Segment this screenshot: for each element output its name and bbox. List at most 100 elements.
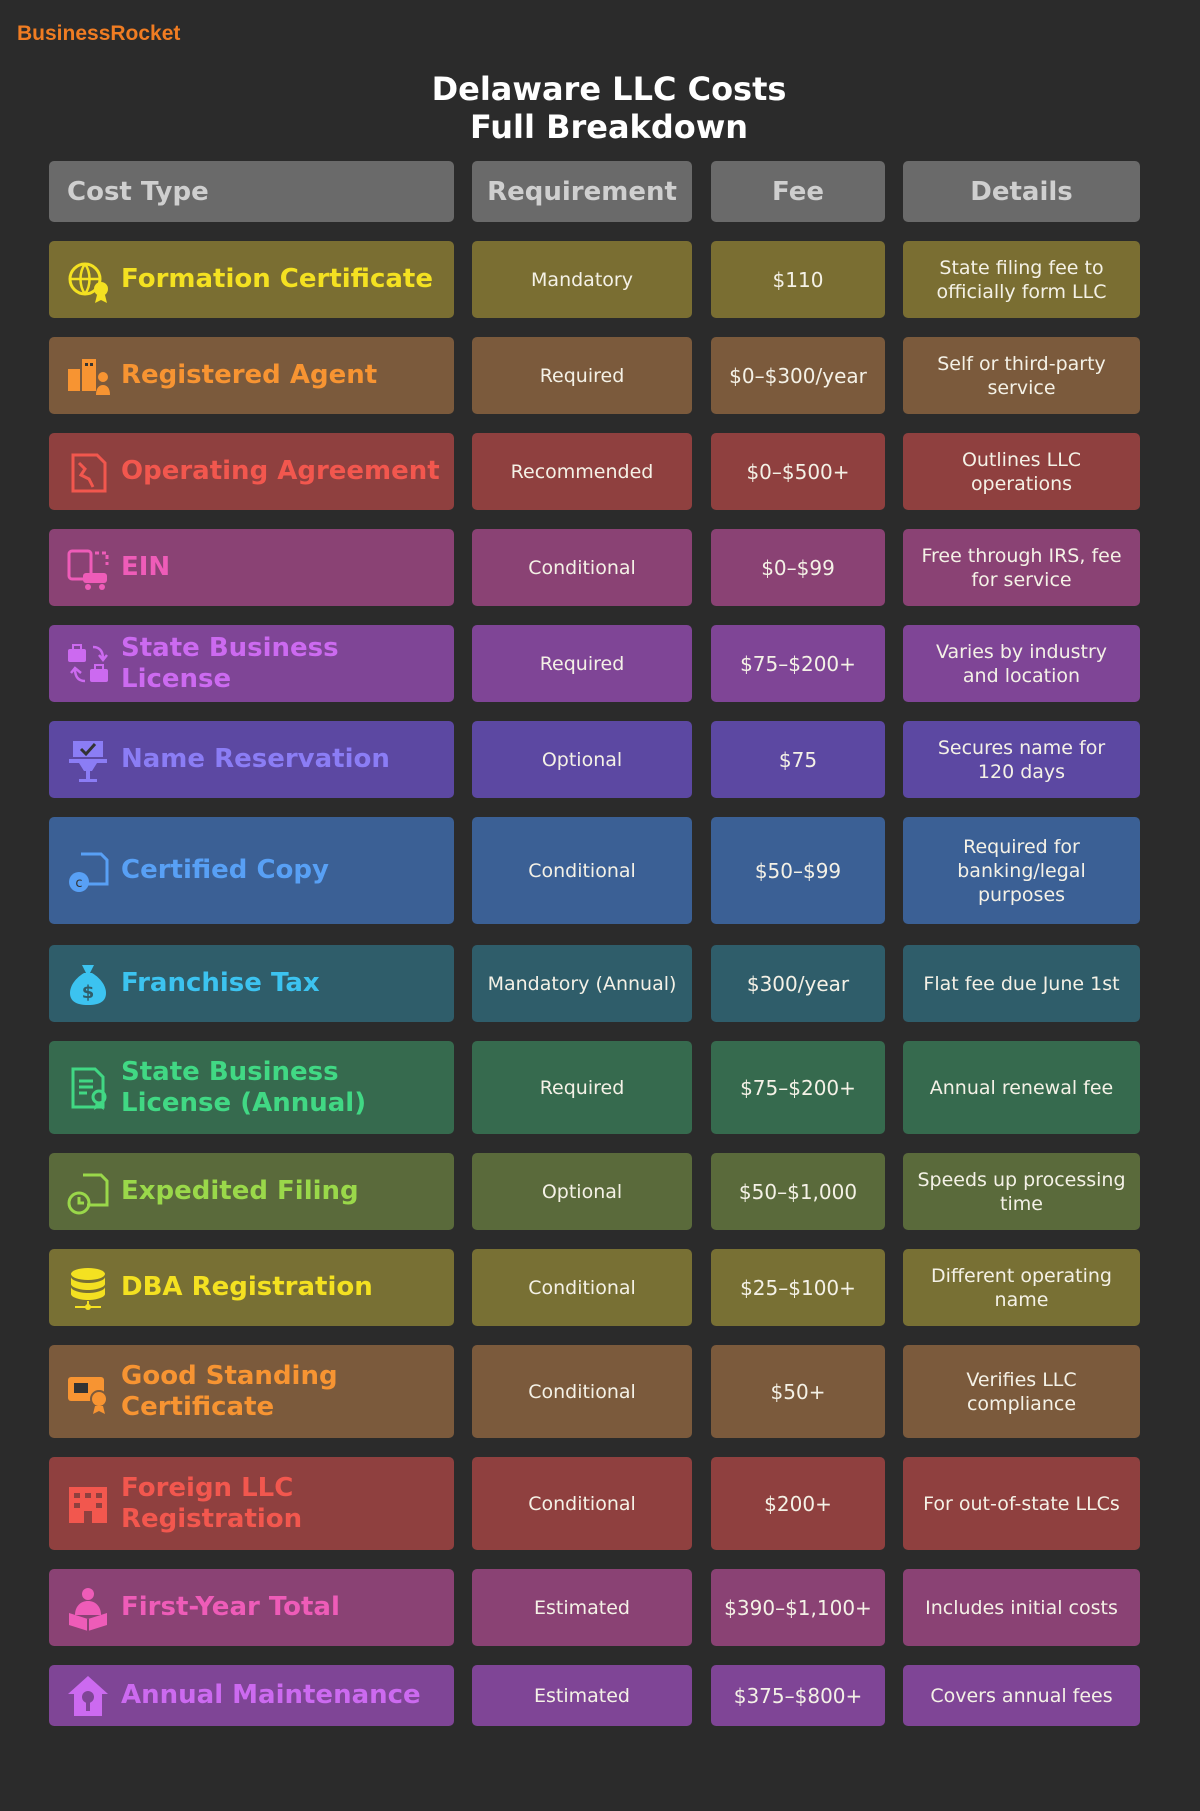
fee-cell: $390–$1,100+ — [711, 1569, 885, 1646]
fee-cell: $50+ — [711, 1345, 885, 1438]
header-requirement: Requirement — [472, 161, 692, 222]
cost-type-label: Operating Agreement — [121, 456, 440, 486]
requirement-cell: Required — [472, 1041, 692, 1134]
requirement-cell: Conditional — [472, 817, 692, 924]
fee-cell: $50–$99 — [711, 817, 885, 924]
cost-type-label: Foreign LLC Registration — [121, 1472, 303, 1534]
details-cell: Flat fee due June 1st — [903, 945, 1140, 1022]
details-cell: Required for banking/legal purposes — [903, 817, 1140, 924]
details-cell: Secures name for 120 days — [903, 721, 1140, 798]
cost-type-label: Formation Certificate — [121, 264, 433, 294]
cost-type-label: First-Year Total — [121, 1592, 340, 1622]
fee-cell: $300/year — [711, 945, 885, 1022]
fee-cell: $375–$800+ — [711, 1665, 885, 1726]
cost-type-label: DBA Registration — [121, 1272, 373, 1302]
requirement-cell: Estimated — [472, 1665, 692, 1726]
person-reading-icon — [63, 1583, 113, 1633]
fee-cell: $75–$200+ — [711, 625, 885, 702]
fee-cell: $75–$200+ — [711, 1041, 885, 1134]
fee-cell: $200+ — [711, 1457, 885, 1550]
cost-type-cell: Operating Agreement — [49, 433, 454, 510]
cost-type-cell: Name Reservation — [49, 721, 454, 798]
clock-document-icon — [63, 1167, 113, 1217]
certified-copy-icon: c — [63, 846, 113, 896]
details-cell: Annual renewal fee — [903, 1041, 1140, 1134]
details-cell: Covers annual fees — [903, 1665, 1140, 1726]
cost-type-label: Registered Agent — [121, 360, 378, 390]
title-line-2: Full Breakdown — [469, 108, 749, 146]
requirement-cell: Conditional — [472, 1345, 692, 1438]
cost-type-label: EIN — [121, 552, 171, 582]
fee-cell: $50–$1,000 — [711, 1153, 885, 1230]
svg-text:$: $ — [82, 982, 95, 1003]
fee-cell: $0–$500+ — [711, 433, 885, 510]
header-cost-type: Cost Type — [49, 161, 454, 222]
cost-type-cell: EIN — [49, 529, 454, 606]
cost-type-cell: State Business License — [49, 625, 454, 702]
reservation-stand-icon — [63, 735, 113, 785]
globe-certificate-icon — [63, 255, 113, 305]
fee-cell: $0–$300/year — [711, 337, 885, 414]
document-map-icon — [63, 447, 113, 497]
office-building-icon — [63, 1479, 113, 1529]
money-bag-icon: $ — [63, 959, 113, 1009]
svg-text:c: c — [75, 876, 82, 891]
briefcase-exchange-icon — [63, 639, 113, 689]
cost-type-cell: DBA Registration — [49, 1249, 454, 1326]
home-wrench-icon — [63, 1671, 113, 1721]
requirement-cell: Mandatory — [472, 241, 692, 318]
cost-type-cell: $ Franchise Tax — [49, 945, 454, 1022]
fee-cell: $25–$100+ — [711, 1249, 885, 1326]
cost-type-label: Franchise Tax — [121, 968, 320, 998]
requirement-cell: Conditional — [472, 1249, 692, 1326]
cost-type-cell: Expedited Filing — [49, 1153, 454, 1230]
cost-type-cell: Formation Certificate — [49, 241, 454, 318]
certificate-badge-icon — [63, 1367, 113, 1417]
details-cell: Different operating name — [903, 1249, 1140, 1326]
cost-type-label: State Business License — [121, 632, 339, 694]
requirement-cell: Required — [472, 625, 692, 702]
requirement-cell: Conditional — [472, 529, 692, 606]
requirement-cell: Optional — [472, 721, 692, 798]
details-cell: Includes initial costs — [903, 1569, 1140, 1646]
requirement-cell: Recommended — [472, 433, 692, 510]
details-cell: State filing fee to officially form LLC — [903, 241, 1140, 318]
cost-type-label: Certified Copy — [121, 855, 329, 885]
cost-type-cell: State Business License (Annual) — [49, 1041, 454, 1134]
cost-type-cell: First-Year Total — [49, 1569, 454, 1646]
requirement-cell: Mandatory (Annual) — [472, 945, 692, 1022]
title-line-1: Delaware LLC Costs — [431, 70, 787, 108]
database-icon — [63, 1263, 113, 1313]
cost-type-label: State Business License (Annual) — [121, 1056, 367, 1118]
requirement-cell: Estimated — [472, 1569, 692, 1646]
requirement-cell: Optional — [472, 1153, 692, 1230]
details-cell: Speeds up processing time — [903, 1153, 1140, 1230]
agent-buildings-icon — [63, 351, 113, 401]
fee-cell: $75 — [711, 721, 885, 798]
brand-logo: BusinessRocket — [17, 22, 181, 45]
header-details: Details — [903, 161, 1140, 222]
cost-type-cell: Registered Agent — [49, 337, 454, 414]
cost-type-cell: Annual Maintenance — [49, 1665, 454, 1726]
details-cell: For out-of-state LLCs — [903, 1457, 1140, 1550]
requirement-cell: Required — [472, 337, 692, 414]
fee-cell: $0–$99 — [711, 529, 885, 606]
cost-type-label: Good Standing Certificate — [121, 1360, 338, 1422]
details-cell: Varies by industry and location — [903, 625, 1140, 702]
id-transfer-icon — [63, 543, 113, 593]
cost-type-cell: Good Standing Certificate — [49, 1345, 454, 1438]
details-cell: Free through IRS, fee for service — [903, 529, 1140, 606]
details-cell: Verifies LLC compliance — [903, 1345, 1140, 1438]
cost-type-label: Name Reservation — [121, 744, 390, 774]
cost-type-cell: c Certified Copy — [49, 817, 454, 924]
requirement-cell: Conditional — [472, 1457, 692, 1550]
fee-cell: $110 — [711, 241, 885, 318]
license-document-icon — [63, 1063, 113, 1113]
details-cell: Outlines LLC operations — [903, 433, 1140, 510]
header-fee: Fee — [711, 161, 885, 222]
cost-type-cell: Foreign LLC Registration — [49, 1457, 454, 1550]
cost-type-label: Annual Maintenance — [121, 1680, 421, 1710]
cost-type-label: Expedited Filing — [121, 1176, 359, 1206]
page-title: Delaware LLC Costs Full Breakdown — [0, 70, 1200, 146]
details-cell: Self or third-party service — [903, 337, 1140, 414]
